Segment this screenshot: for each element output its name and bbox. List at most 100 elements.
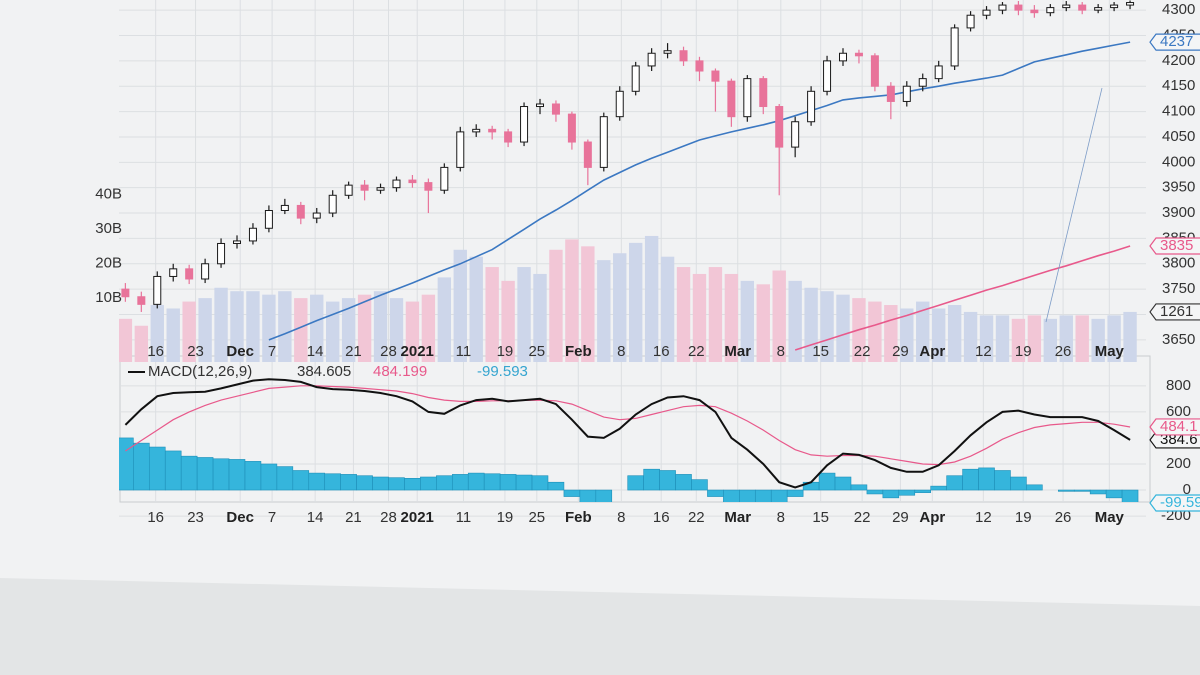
volume-bar: [947, 305, 962, 362]
histogram-bar: [196, 457, 214, 491]
histogram-bar: [292, 470, 310, 491]
volume-bar: [166, 308, 180, 362]
volume-bar: [278, 291, 292, 362]
candle-body: [137, 296, 146, 305]
volume-bar: [310, 294, 324, 362]
candle-body: [727, 80, 736, 118]
signal-value: 484.199: [373, 363, 427, 380]
candle-body: [1126, 2, 1135, 6]
x-tick-label: 21: [345, 343, 362, 360]
candle-body: [1014, 4, 1023, 11]
candle-body: [1110, 4, 1119, 9]
histogram-bar: [850, 484, 868, 491]
histogram-bar: [467, 472, 485, 491]
macd-x-tick-label: 16: [147, 509, 164, 526]
histogram-bar: [180, 455, 198, 491]
macd-x-tick-label: 19: [497, 509, 514, 526]
volume-bar: [820, 291, 834, 362]
histogram-bar: [563, 489, 581, 497]
volume-bar: [549, 249, 563, 362]
histogram-bar: [1057, 489, 1075, 492]
price-plot: [121, 0, 1135, 351]
candle-body: [982, 9, 991, 16]
y-tick-label: 3900: [1162, 204, 1195, 221]
macd-end-label: 484.1: [1160, 418, 1198, 435]
candle-body: [312, 212, 321, 219]
candle-body: [807, 90, 816, 123]
labels: 16162323DecDec77141421212828202120211111…: [95, 1, 1200, 526]
candle-body: [424, 182, 433, 191]
candle-body: [551, 103, 560, 115]
candle-body: [663, 50, 672, 54]
candle-body: [966, 14, 975, 29]
x-tick-label: 12: [975, 343, 992, 360]
histogram-bar: [324, 473, 341, 491]
volume-bar: [772, 270, 786, 362]
histogram-bar: [770, 489, 788, 502]
histogram-bar: [148, 446, 166, 491]
macd-x-tick-label: 8: [777, 509, 785, 526]
histogram-bar: [388, 477, 405, 491]
y-tick-label: 3750: [1162, 280, 1195, 297]
histogram-bar: [436, 475, 453, 491]
candle-body: [647, 52, 656, 67]
y-tick-label: 3650: [1162, 331, 1195, 348]
histogram-bar: [978, 467, 995, 491]
volume-bar: [1075, 315, 1089, 362]
histogram-bar: [531, 475, 549, 491]
candle-body: [1046, 7, 1055, 14]
x-tick-label: 8: [617, 343, 625, 360]
candle-body: [233, 240, 242, 244]
volume-bar: [644, 235, 659, 362]
histogram-bar: [515, 474, 533, 491]
histogram-bar: [930, 485, 947, 491]
moving-average-end-label: 4237: [1160, 33, 1193, 50]
volume-bar: [1059, 315, 1073, 362]
macd-x-tick-label: Mar: [724, 509, 751, 526]
histogram-bar: [244, 461, 262, 491]
candle-body: [248, 227, 257, 242]
macd-tick-label: 800: [1166, 377, 1191, 394]
volume-bar: [836, 294, 850, 362]
x-tick-label: 19: [1015, 343, 1032, 360]
histogram-value: -99.593: [477, 363, 528, 380]
macd-x-tick-label: 2021: [401, 509, 434, 526]
histogram-bar: [547, 481, 565, 491]
x-tick-label: 28: [380, 343, 397, 360]
histogram-bar: [866, 489, 884, 495]
volume-bar: [517, 267, 531, 362]
volume-bar: [405, 301, 420, 362]
candle-body: [360, 184, 369, 191]
candle-body: [583, 141, 592, 168]
histogram-bar: [420, 476, 437, 491]
x-tick-label: Mar: [724, 343, 751, 360]
candle-body: [456, 131, 465, 168]
histogram-bar: [499, 474, 517, 491]
volume-bar: [294, 298, 308, 362]
volume-bar: [198, 298, 212, 362]
volume-bar: [597, 260, 611, 362]
candle-body: [344, 184, 353, 196]
x-tick-label: May: [1095, 343, 1125, 360]
x-tick-label: 22: [854, 343, 871, 360]
volume-bar: [692, 273, 707, 362]
candle-body: [217, 242, 226, 265]
signal-line: [125, 385, 1131, 466]
histogram-bar: [1073, 489, 1091, 492]
x-tick-label: 25: [528, 343, 545, 360]
macd-x-tick-label: 22: [854, 509, 871, 526]
candle-body: [296, 204, 305, 219]
macd-title: MACD(12,26,9): [148, 363, 252, 380]
candle-body: [1078, 4, 1087, 11]
histogram-bar: [1105, 489, 1123, 499]
histogram-bar: [119, 437, 134, 491]
candle-body: [934, 65, 943, 80]
candle-body: [121, 288, 130, 298]
candle-body: [743, 78, 752, 118]
candle-body: [695, 60, 704, 72]
moving-average-end-label-box: [1149, 33, 1200, 51]
volume-bar: [740, 280, 755, 362]
x-tick-label: 14: [307, 343, 324, 360]
histogram-bar: [643, 468, 660, 491]
macd-x-tick-label: 7: [268, 509, 276, 526]
